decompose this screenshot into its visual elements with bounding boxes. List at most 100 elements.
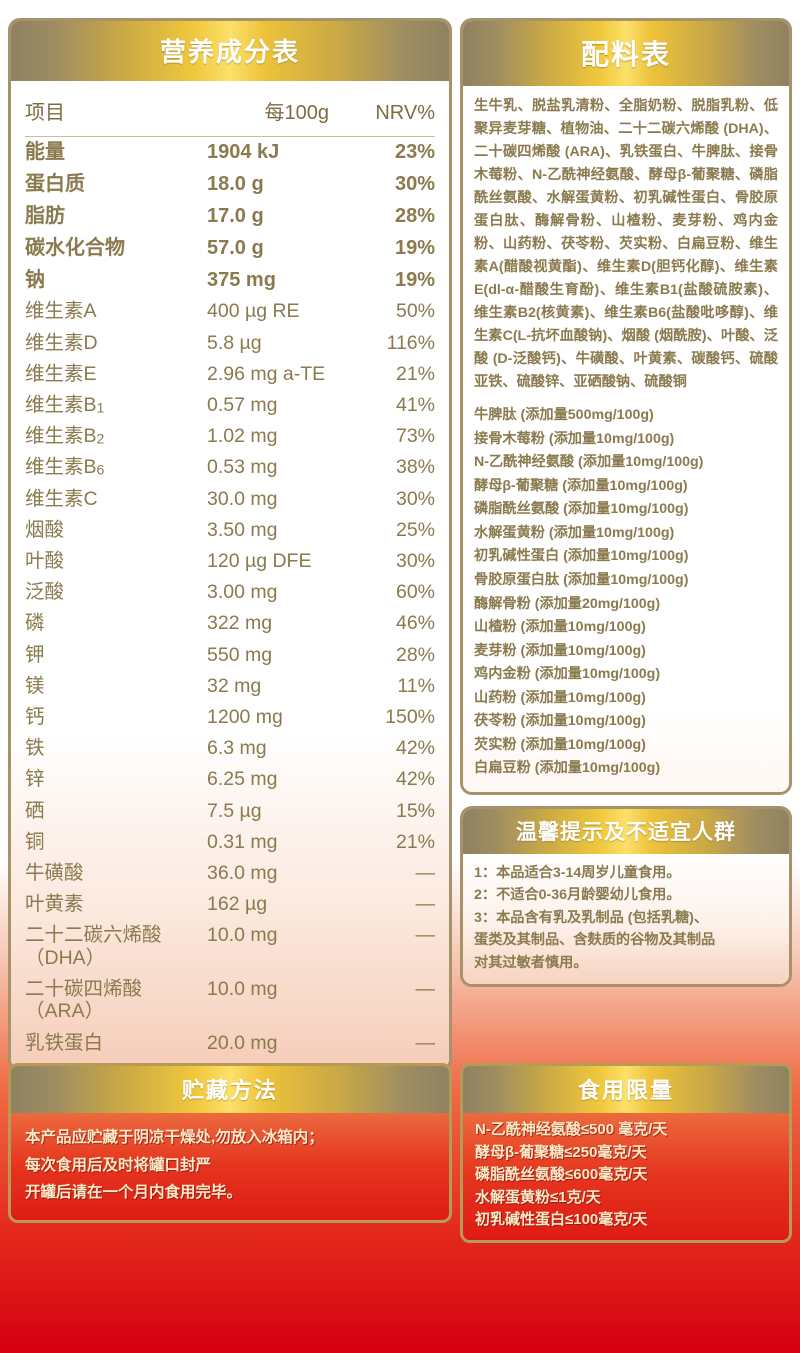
- nutrition-row-nrv: 30%: [394, 173, 435, 196]
- nutrition-row-item: 维生素E: [25, 362, 97, 385]
- nutrition-row: 钾 550 mg 28%: [25, 639, 435, 670]
- nutrition-row-value: 0.57 mg: [207, 393, 278, 416]
- nutrition-row-value: 57.0 g: [207, 236, 264, 259]
- nutrition-row: 维生素B6 0.53 mg 38%: [25, 452, 435, 483]
- nutrition-row-nrv: —: [415, 924, 436, 947]
- ingredient-addition-item: 白扁豆粉 (添加量10mg/100g): [474, 760, 661, 777]
- ingredient-addition-item: N-乙酰神经氨酸 (添加量10mg/100g): [474, 454, 704, 471]
- nutrition-row-item: 叶酸: [25, 549, 65, 572]
- nutrition-row-item: 二十二碳六烯酸（DHA）: [25, 924, 162, 969]
- ingredient-addition-item: 山楂粉 (添加量10mg/100g): [474, 619, 646, 636]
- nutrition-row-item: 能量: [25, 141, 65, 164]
- ingredient-addition-item: 山药粉 (添加量10mg/100g): [474, 689, 646, 706]
- nutrition-row: 脂肪 17.0 g 28%: [25, 201, 435, 233]
- consumption-limit-panel: 食用限量 N-乙酰神经氨酸≤500 毫克/天 酵母β-葡聚糖≤250毫克/天 磷脂酰…: [460, 1063, 792, 1243]
- nutrition-row-nrv: 19%: [394, 268, 435, 291]
- nutrition-row-value: 375 mg: [207, 268, 276, 291]
- ingredient-addition-item: 牛脾肽 (添加量500mg/100g): [474, 407, 654, 423]
- limit-line: 初乳碱性蛋白≤100毫克/天: [475, 1211, 648, 1228]
- nutrition-row-item: 钙: [25, 705, 45, 728]
- ingredient-addition-item: 磷脂酰丝氨酸 (添加量10mg/100g): [474, 501, 689, 518]
- ingredient-addition-item: 茯苓粉 (添加量10mg/100g): [474, 713, 646, 730]
- ingredient-addition-item: 鸡内金粉 (添加量10mg/100g): [474, 666, 661, 683]
- right-column: 配料表 生牛乳、脱盐乳清粉、全脂奶粉、脱脂乳粉、低聚异麦芽糖、植物油、二十二碳六…: [460, 18, 792, 988]
- nutrition-row: 钙 1200 mg 150%: [25, 702, 435, 733]
- tips-line: 2：不适合0-36月龄婴幼儿食用。: [474, 887, 681, 904]
- nutrition-row-value: 10.0 mg: [207, 977, 278, 1000]
- nutrition-row-item: 叶黄素: [25, 893, 84, 916]
- storage-line: 开罐后请在一个月内食用完毕。: [25, 1184, 243, 1202]
- nutrition-row-nrv: 30%: [395, 549, 435, 572]
- nutrition-row: 维生素A 400 µg RE 50%: [25, 296, 435, 327]
- nutrition-row-value: 1200 mg: [207, 705, 283, 728]
- limit-body: N-乙酰神经氨酸≤500 毫克/天 酵母β-葡聚糖≤250毫克/天 磷脂酰丝氨酸≤6…: [463, 1113, 789, 1240]
- limit-panel-title: 食用限量: [463, 1066, 789, 1113]
- nutrition-row-value: 10.0 mg: [207, 924, 278, 947]
- nutrition-row-nrv: 38%: [395, 456, 435, 479]
- nutrition-table: 项目 每100g NRV% 能量 1904 kJ 23% 蛋白质 18.0 g 30% 脂肪…: [25, 87, 435, 1058]
- column-header-item: 项目: [25, 87, 207, 137]
- nutrition-row-nrv: 50%: [395, 300, 435, 323]
- nutrition-row-nrv: 150%: [385, 705, 435, 728]
- nutrition-facts-panel: 营养成分表 项目 每100g NRV% 能量 1904 kJ 23% 蛋白质 18.0 …: [8, 18, 452, 1072]
- nutrition-row-value: 400 µg RE: [207, 300, 300, 323]
- limit-line: 水解蛋黄粉≤1克/天: [475, 1188, 601, 1206]
- nutrition-row: 二十碳四烯酸（ARA） 10.0 mg —: [25, 974, 435, 1028]
- nutrition-row: 牛磺酸 36.0 mg —: [25, 858, 435, 889]
- ingredients-addition-list: 牛脾肽 (添加量500mg/100g) 接骨木莓粉 (添加量10mg/100g) N…: [474, 404, 778, 781]
- nutrition-row: 钠 375 mg 19%: [25, 264, 435, 296]
- limit-line: 酵母β-葡聚糖≤250毫克/天: [475, 1143, 647, 1161]
- nutrition-row-item: 维生素B2: [25, 425, 105, 448]
- nutrition-row: 维生素B1 0.57 mg 41%: [25, 390, 435, 421]
- tips-line: 3：本品含有乳及乳制品 (包括乳糖)、: [474, 909, 709, 926]
- nutrition-row-item: 蛋白质: [25, 173, 85, 196]
- nutrition-row-value: 1.02 mg: [207, 425, 278, 448]
- storage-line: 本产品应贮藏于阴凉干燥处,勿放入冰箱内；: [25, 1129, 324, 1146]
- nutrition-row-nrv: 42%: [395, 768, 435, 791]
- ingredient-addition-item: 初乳碱性蛋白 (添加量10mg/100g): [474, 548, 689, 565]
- column-header-nrv: NRV%: [357, 87, 435, 137]
- nutrition-row-nrv: 73%: [395, 425, 435, 448]
- nutrition-row-item: 烟酸: [25, 518, 65, 541]
- nutrition-row-item: 硒: [25, 799, 45, 822]
- nutrition-row: 锌 6.25 mg 42%: [25, 764, 435, 795]
- nutrition-row: 蛋白质 18.0 g 30%: [25, 169, 435, 201]
- nutrition-row-value: 7.5 µg: [207, 799, 262, 822]
- ingredient-addition-item: 麦芽粉 (添加量10mg/100g): [474, 642, 646, 659]
- nutrition-row-value: 1904 kJ: [207, 141, 280, 164]
- nutrition-row: 能量 1904 kJ 23%: [25, 137, 435, 169]
- nutrition-row-item: 维生素B1: [25, 393, 105, 416]
- nutrition-row-item: 维生素A: [25, 300, 97, 323]
- tips-line: 1：本品适合3-14周岁儿童食用。: [474, 865, 681, 881]
- ingredient-addition-item: 酶解骨粉 (添加量20mg/100g): [474, 595, 661, 612]
- nutrition-row-nrv: 42%: [395, 737, 435, 760]
- nutrition-row-value: 550 mg: [207, 643, 273, 666]
- tips-body: 1：本品适合3-14周岁儿童食用。 2：不适合0-36月龄婴幼儿食用。 3：本品含有…: [463, 854, 789, 985]
- nutrition-row-value: 120 µg DFE: [207, 549, 312, 572]
- nutrition-row-nrv: 28%: [394, 204, 435, 227]
- nutrition-row-nrv: 15%: [395, 799, 435, 822]
- nutrition-row: 碳水化合物 57.0 g 19%: [25, 232, 435, 264]
- nutrition-row-nrv: 23%: [394, 141, 435, 164]
- nutrition-row-nrv: 46%: [395, 612, 435, 635]
- nutrition-row-item: 碳水化合物: [25, 236, 125, 259]
- tips-line: 蛋类及其制品、含麸质的谷物及其制品: [474, 932, 716, 949]
- nutrition-table-body: 项目 每100g NRV% 能量 1904 kJ 23% 蛋白质 18.0 g 30% 脂肪…: [11, 81, 449, 1069]
- nutrition-row: 泛酸 3.00 mg 60%: [25, 577, 435, 608]
- nutrition-row-item: 磷: [25, 612, 45, 635]
- nutrition-row-value: 5.8 µg: [207, 331, 262, 354]
- ingredients-panel-title: 配料表: [463, 21, 789, 86]
- nutrition-row-nrv: 25%: [395, 518, 435, 541]
- nutrition-row-value: 3.50 mg: [207, 518, 278, 541]
- tips-line: 对其过敏者慎用。: [474, 954, 588, 971]
- nutrition-row-nrv: 41%: [395, 393, 435, 416]
- nutrition-row-item: 维生素C: [25, 487, 98, 510]
- nutrition-row-nrv: 116%: [386, 331, 435, 354]
- nutrition-row: 铜 0.31 mg 21%: [25, 826, 435, 857]
- nutrition-row-nrv: —: [415, 1031, 436, 1054]
- nutrition-row: 磷 322 mg 46%: [25, 608, 435, 639]
- ingredient-addition-item: 酵母β-葡聚糖 (添加量10mg/100g): [474, 477, 688, 494]
- nutrition-row-item: 铁: [25, 737, 45, 760]
- nutrition-panel-title: 营养成分表: [11, 21, 449, 81]
- nutrition-row-value: 6.3 mg: [207, 737, 267, 760]
